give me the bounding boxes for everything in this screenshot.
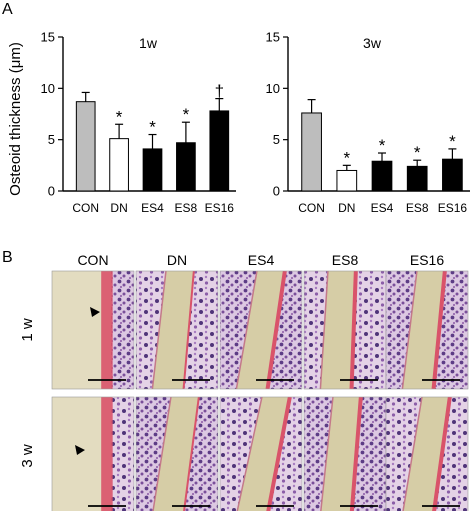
x-tick-label: CON: [298, 201, 325, 215]
histology-column-label: CON: [77, 252, 108, 268]
x-tick-label: ES16: [205, 201, 235, 215]
x-tick-label: ES4: [371, 201, 394, 215]
y-tick-label: 0: [273, 184, 280, 199]
histology-image: [135, 396, 219, 511]
bar-chart-1w: 0 5 10 15 1w CON * DN * ES4 * ES8 † ES16: [41, 30, 236, 215]
histology-image: [135, 270, 219, 390]
x-tick-label: ES8: [175, 201, 198, 215]
y-tick-label: 5: [273, 132, 280, 147]
bar-es8: [406, 165, 428, 192]
bar-es16: [442, 158, 463, 192]
x-tick-label: ES16: [438, 201, 468, 215]
y-tick-label: 5: [48, 132, 55, 147]
y-tick-label: 0: [48, 184, 55, 199]
bar-dn: [336, 169, 358, 192]
histology-image: [303, 396, 387, 511]
bar-es8: [176, 142, 196, 192]
histology-image: [51, 270, 135, 390]
bar-chart-3w: 0 5 10 15 3w CON * DN * ES4 * ES8 * ES16: [266, 30, 470, 215]
histology-column-label: ES16: [410, 252, 444, 268]
significance-mark: *: [149, 118, 156, 137]
bar-con: [75, 101, 96, 192]
histology-grid: CON DN ES4 ES8 ES16 1 w 3 w: [19, 252, 469, 511]
bar-con: [301, 112, 322, 192]
y-tick-label: 10: [266, 81, 280, 96]
histology-row-label: 3 w: [19, 444, 36, 468]
significance-mark: *: [449, 132, 456, 151]
histology-column-label: ES8: [332, 252, 359, 268]
histology-column-label: DN: [167, 252, 187, 268]
significance-mark: *: [379, 136, 386, 155]
histology-row-label: 1 w: [19, 318, 36, 342]
x-tick-label: CON: [72, 201, 99, 215]
significance-mark: *: [343, 148, 350, 167]
y-axis-label: Osteoid thickness (μm): [7, 42, 24, 196]
panel-label-a: A: [2, 1, 13, 18]
histology-image: [219, 396, 303, 511]
bar-es4: [142, 148, 163, 192]
histology-image: [385, 396, 469, 511]
significance-mark: *: [414, 143, 421, 162]
significance-mark: *: [183, 105, 190, 124]
arrowhead-marker: [75, 445, 85, 455]
panel-label-b: B: [2, 249, 13, 266]
histology-image: [219, 270, 303, 390]
y-tick-label: 15: [41, 30, 55, 45]
arrowhead-marker: [90, 307, 100, 317]
x-tick-label: DN: [110, 201, 127, 215]
significance-mark: †: [215, 82, 224, 101]
x-tick-label: ES4: [141, 201, 164, 215]
x-tick-label: DN: [338, 201, 355, 215]
y-tick-label: 15: [266, 30, 280, 45]
histology-image: [385, 270, 469, 390]
x-tick-label: ES8: [406, 201, 429, 215]
y-tick-label: 10: [41, 81, 55, 96]
bar-es16: [209, 110, 230, 192]
chart-title: 3w: [363, 35, 382, 51]
bar-dn: [109, 138, 129, 192]
histology-image: [303, 270, 387, 390]
histology-image: [51, 396, 135, 511]
chart-title: 1w: [139, 35, 158, 51]
histology-column-label: ES4: [248, 252, 275, 268]
significance-mark: *: [116, 107, 123, 126]
bar-es4: [371, 160, 393, 192]
